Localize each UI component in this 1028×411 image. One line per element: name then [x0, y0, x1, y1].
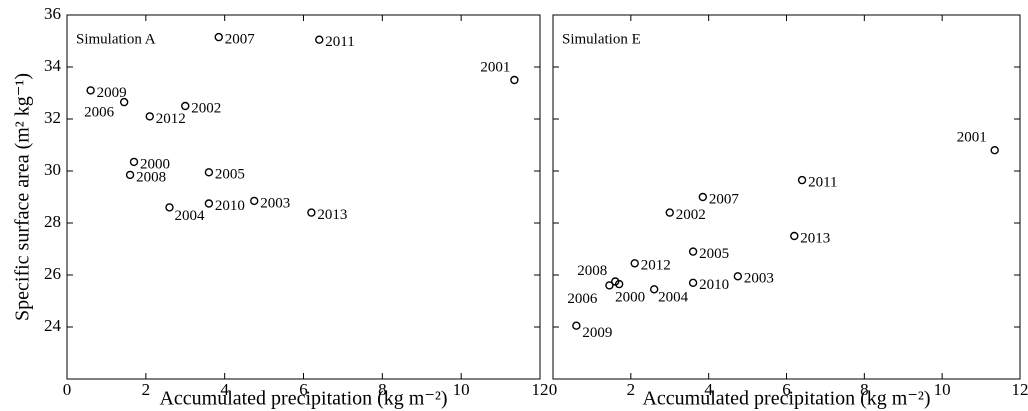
point-label: 2004 [174, 208, 205, 224]
y-axis-label: Specific surface area (m² kg⁻¹) [12, 73, 34, 321]
y-tick-label: 26 [44, 264, 61, 283]
point-label: 2012 [156, 111, 186, 127]
point-label: 2012 [641, 258, 671, 274]
y-tick-label: 34 [44, 56, 62, 75]
point [204, 168, 214, 177]
point-label: 2005 [215, 167, 245, 183]
point-label: 2007 [709, 191, 740, 207]
point-label: 2003 [744, 271, 774, 287]
x-tick-label: 2 [142, 380, 151, 399]
point-label: 2006 [567, 291, 598, 307]
point-label: 2013 [800, 230, 830, 246]
x-axis-label: Accumulated precipitation (kg m⁻²) [642, 388, 930, 410]
point-label: 2004 [658, 290, 689, 306]
plot-frame [66, 14, 541, 380]
x-tick-label: 12 [1012, 380, 1028, 399]
point [129, 157, 139, 167]
point [510, 75, 519, 85]
point-label: 2001 [957, 130, 987, 146]
point [990, 145, 999, 155]
point-label: 2000 [140, 156, 170, 172]
point-label: 2011 [325, 34, 354, 50]
point [572, 321, 581, 330]
point-label: 2003 [260, 195, 290, 211]
x-tick-label: 8 [860, 380, 869, 399]
y-tick-label: 32 [44, 108, 61, 127]
point [145, 112, 154, 121]
point [797, 175, 807, 185]
point [665, 208, 674, 217]
point-label: 2011 [808, 175, 837, 191]
point-label: 2009 [97, 85, 127, 101]
point [698, 192, 708, 202]
point-label: 2013 [317, 207, 347, 223]
point [733, 272, 743, 281]
point [688, 247, 698, 256]
x-axis-label: Accumulated precipitation (kg m⁻²) [159, 388, 447, 410]
x-tick-label: 4 [220, 380, 229, 399]
x-tick-label: 6 [782, 380, 791, 399]
point [204, 199, 214, 208]
x-tick-label: 4 [704, 380, 713, 399]
x-tick-label: 6 [299, 380, 308, 399]
y-tick-label: 24 [44, 316, 62, 335]
y-tick-label: 28 [44, 212, 61, 231]
point [86, 86, 95, 95]
point-label: 2010 [699, 277, 729, 293]
point [119, 97, 129, 107]
point [611, 277, 620, 286]
point [250, 196, 259, 206]
point-label: 2006 [84, 105, 115, 121]
point-label: 2007 [225, 32, 256, 48]
point [307, 208, 316, 217]
point [790, 231, 799, 241]
y-tick-label: 36 [44, 4, 61, 23]
x-tick-label: 10 [934, 380, 951, 399]
point-label: 2002 [676, 207, 706, 223]
point-label: 2001 [480, 59, 510, 75]
annotation: Simulation E [562, 31, 641, 47]
x-tick-label: 0 [63, 380, 72, 399]
x-tick-label: 12 [532, 380, 549, 399]
x-tick-label: 0 [549, 380, 558, 399]
point-label: 2008 [136, 169, 166, 185]
point [181, 101, 190, 111]
point [125, 170, 135, 180]
point-label: 2008 [577, 263, 607, 279]
x-tick-label: 2 [627, 380, 636, 399]
point-label: 2002 [191, 100, 221, 116]
annotation: Simulation A [76, 31, 156, 47]
plot-frame [552, 14, 1021, 380]
point [649, 285, 659, 294]
x-tick-label: 8 [378, 380, 387, 399]
y-tick-label: 30 [44, 160, 61, 179]
point-label: 2010 [215, 198, 245, 214]
point-label: 2005 [699, 246, 729, 262]
point [315, 35, 324, 44]
point-label: 2009 [582, 325, 612, 341]
point [165, 203, 174, 212]
point [688, 278, 698, 287]
point [214, 32, 223, 42]
point [605, 281, 614, 290]
x-tick-label: 10 [453, 380, 470, 399]
point-label: 2000 [615, 290, 645, 306]
point [630, 259, 639, 268]
